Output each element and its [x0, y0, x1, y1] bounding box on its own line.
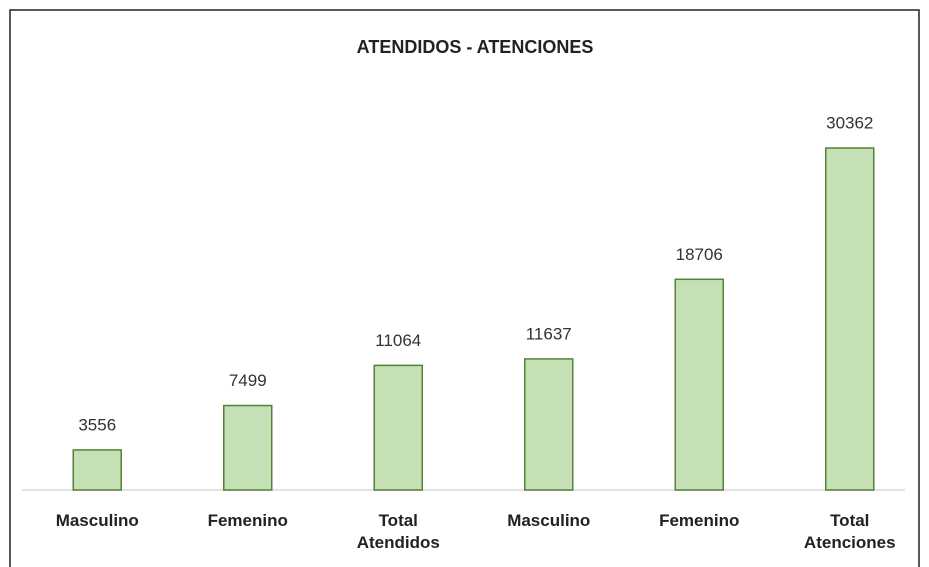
chart-border — [9, 9, 920, 567]
bar — [825, 147, 875, 491]
bar — [373, 364, 423, 491]
data-label: 30362 — [826, 113, 873, 132]
x-tick-label: Femenino — [659, 511, 740, 530]
x-tick-label: Masculino — [55, 511, 139, 530]
chart-title: ATENDIDOS - ATENCIONES — [357, 37, 594, 57]
x-tick-label: Total Atenciones — [803, 511, 896, 552]
data-label: 18706 — [676, 245, 723, 264]
bar — [674, 278, 724, 491]
bar — [524, 358, 574, 491]
x-tick-label: Total Atendidos — [356, 511, 440, 552]
x-tick-label: Masculino — [507, 511, 591, 530]
data-label: 3556 — [78, 415, 116, 434]
data-label: 11637 — [526, 324, 572, 343]
data-label: 7499 — [229, 371, 267, 390]
bar — [72, 449, 122, 491]
bar — [223, 404, 273, 491]
data-label: 11064 — [375, 331, 421, 350]
x-tick-label: Femenino — [207, 511, 288, 530]
